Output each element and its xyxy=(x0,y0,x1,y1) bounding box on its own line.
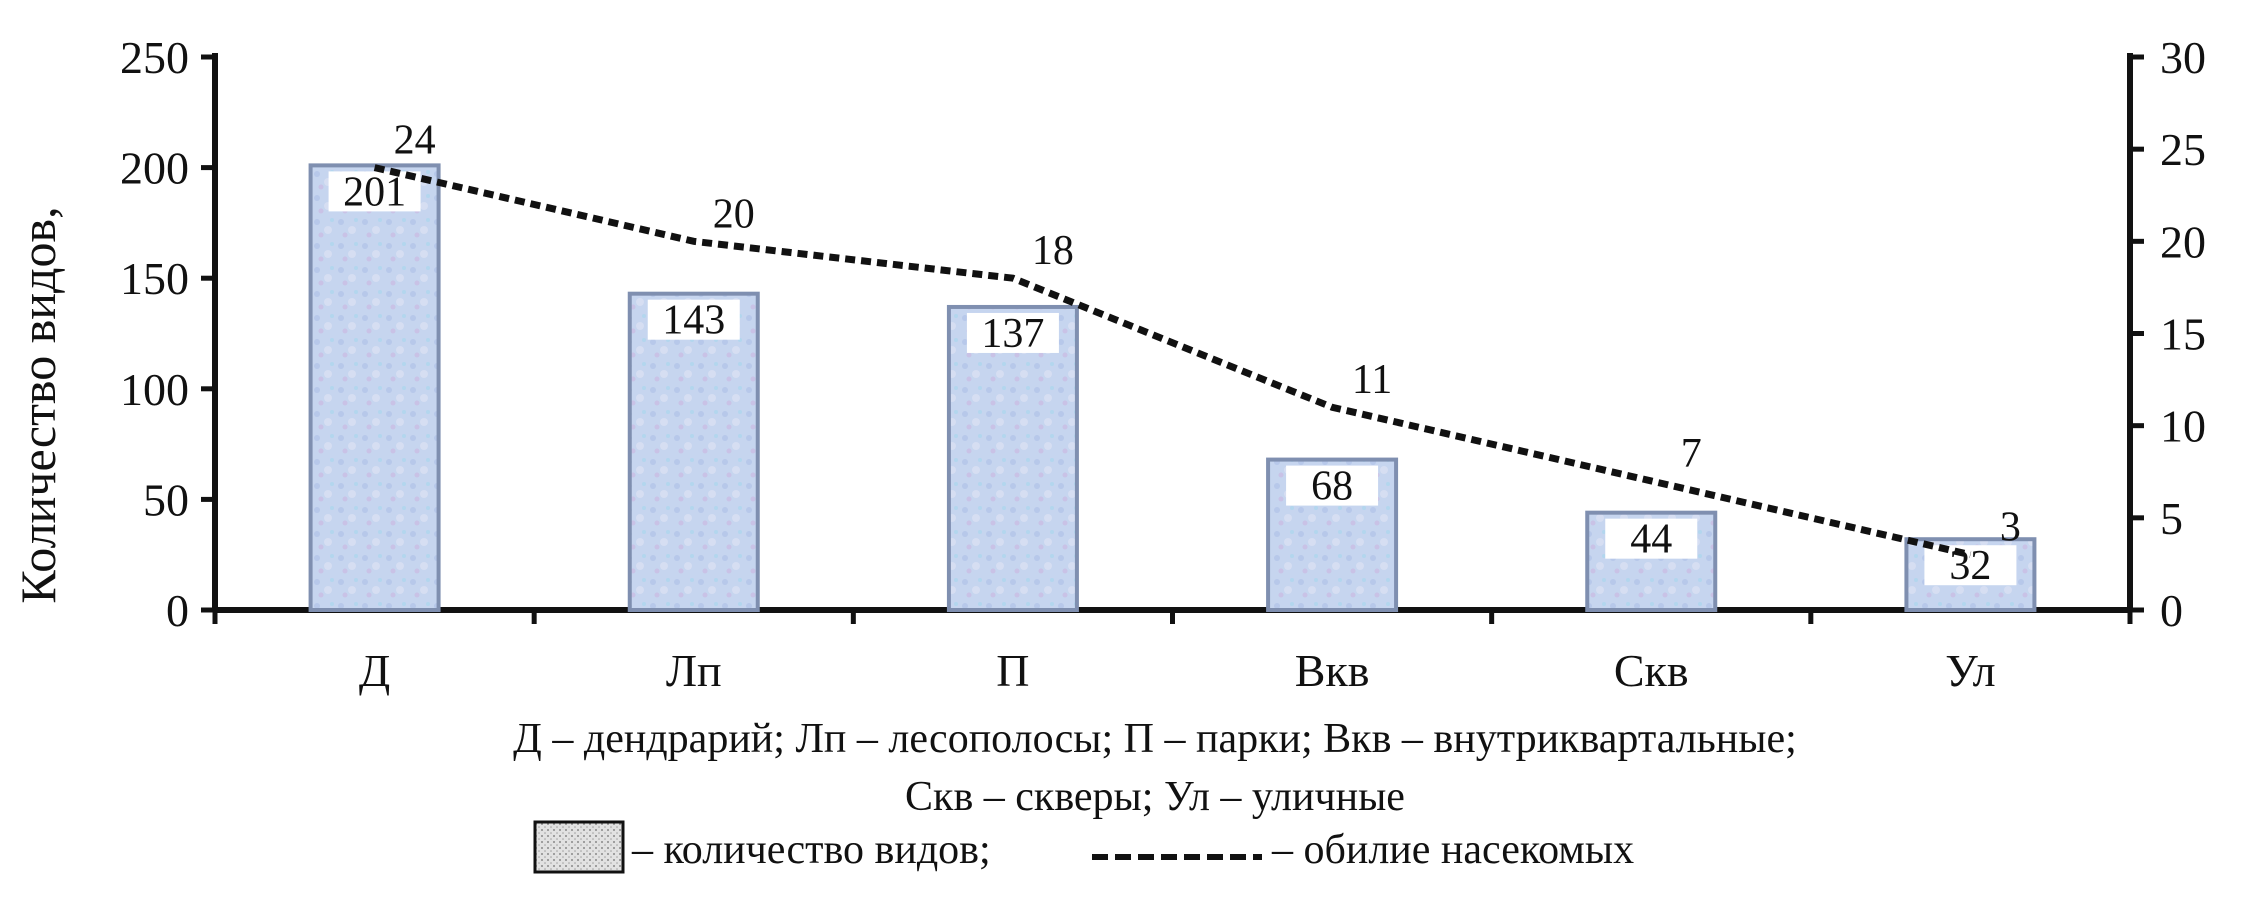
category-label: Лп xyxy=(666,645,722,696)
bar-label-background xyxy=(647,299,740,340)
category-label: Ул xyxy=(1945,645,1995,696)
line-data-label: 7 xyxy=(1681,431,1702,477)
line-series xyxy=(373,164,1972,559)
bar xyxy=(946,304,1079,612)
legend-line-label: – обилие насекомых xyxy=(1271,827,1634,873)
bar-data-label: 143 xyxy=(662,298,725,344)
right-tick-label: 25 xyxy=(2160,124,2206,175)
bar-label-background xyxy=(1605,518,1698,559)
bar-label-background xyxy=(1286,465,1379,506)
bar-data-label: 201 xyxy=(343,169,406,215)
bar-label-background xyxy=(966,312,1059,353)
bar-data-label: 68 xyxy=(1311,464,1353,510)
category-label: Д xyxy=(359,645,390,696)
caption-line-2: Скв – скверы; Ул – уличные xyxy=(905,774,1405,820)
category-labels: Д Лп П Вкв Скв Ул xyxy=(359,645,1996,696)
right-tick-label: 20 xyxy=(2160,216,2206,267)
legend-bar-label: – количество видов; xyxy=(631,827,991,873)
bar xyxy=(627,291,760,612)
bar-label-background xyxy=(1924,545,2017,586)
left-tick-label: 50 xyxy=(143,474,189,525)
left-tick-label: 150 xyxy=(120,253,189,304)
left-tick-label: 100 xyxy=(120,364,189,415)
bars xyxy=(308,163,2037,613)
right-tick-label: 0 xyxy=(2160,585,2183,636)
abundance-line xyxy=(373,164,1972,559)
left-tick-label: 250 xyxy=(120,32,189,83)
line-data-label: 3 xyxy=(2000,505,2021,551)
legend: – количество видов; – обилие насекомых xyxy=(533,820,1634,874)
bar xyxy=(308,163,441,612)
left-tick-label: 200 xyxy=(120,143,189,194)
caption-line-1: Д – дендрарий; Лп – лесополосы; П – парк… xyxy=(513,716,1797,762)
right-tick-label: 5 xyxy=(2160,493,2183,544)
right-tick-label: 30 xyxy=(2160,32,2206,83)
axes: 0 50 100 150 200 250 0 5 10 15 20 25 30 xyxy=(120,32,2206,636)
line-data-label: 11 xyxy=(1352,357,1392,403)
bar-data-label: 137 xyxy=(981,311,1044,357)
right-tick-label: 10 xyxy=(2160,401,2206,452)
y-axis-label: Количество видов, xyxy=(10,206,66,603)
line-data-label: 18 xyxy=(1032,228,1074,274)
bar-data-label: 44 xyxy=(1630,517,1672,563)
category-label: Скв xyxy=(1614,645,1689,696)
category-label: П xyxy=(996,645,1029,696)
line-data-labels: 24 20 18 11 7 3 xyxy=(394,118,2021,551)
line-data-label: 24 xyxy=(394,118,436,164)
legend-bar-swatch xyxy=(533,820,625,874)
right-tick-label: 15 xyxy=(2160,309,2206,360)
left-tick-label: 0 xyxy=(166,585,189,636)
line-data-label: 20 xyxy=(713,191,755,237)
category-label: Вкв xyxy=(1295,645,1370,696)
